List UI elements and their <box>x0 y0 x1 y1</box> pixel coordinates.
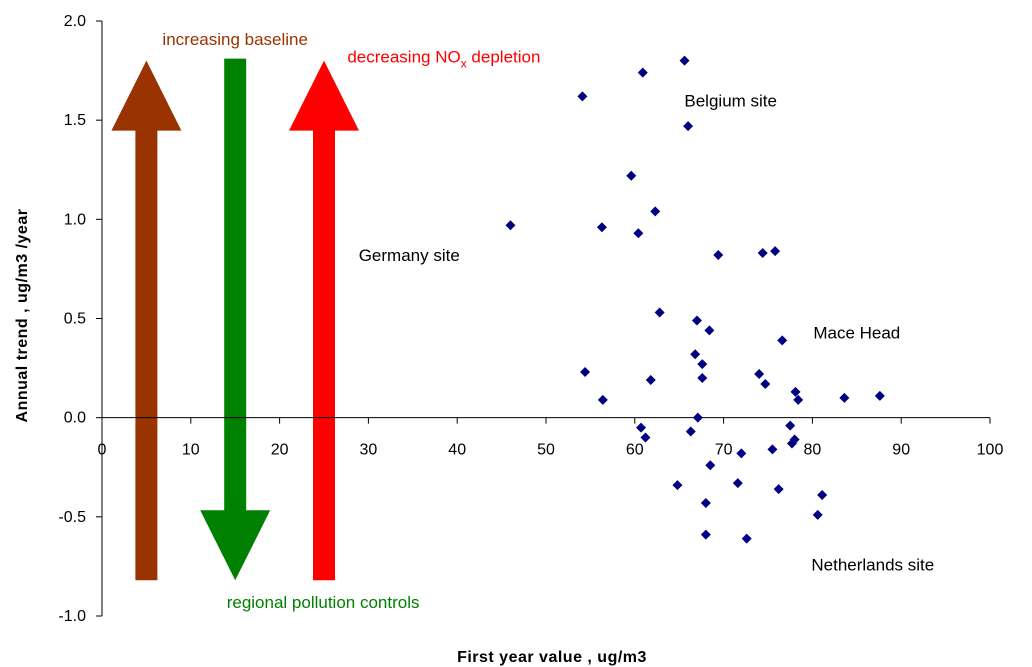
y-tick-label: -0.5 <box>58 509 86 526</box>
data-point <box>697 373 708 383</box>
y-axis-title: Annual trend , ug/m3 /year <box>14 209 31 423</box>
data-point <box>697 359 708 370</box>
site-annotation: Netherlands site <box>811 555 934 574</box>
site-annotation: Germany site <box>359 246 460 265</box>
arrow-label: regional pollution controls <box>227 593 420 612</box>
data-point <box>767 444 778 455</box>
arrow-label: increasing baseline <box>162 30 308 49</box>
data-point <box>777 335 788 346</box>
data-point <box>705 460 716 471</box>
data-point <box>636 422 647 433</box>
data-point <box>690 349 701 360</box>
y-tick-label: 2.0 <box>64 13 86 30</box>
data-point <box>683 121 694 132</box>
y-tick-label: 0.0 <box>64 410 86 427</box>
data-point <box>760 378 771 389</box>
data-point <box>790 386 801 397</box>
data-point <box>637 67 648 78</box>
data-point <box>732 478 743 489</box>
data-point <box>839 392 850 403</box>
x-tick-label: 10 <box>182 442 200 459</box>
site-annotation: Belgium site <box>684 91 777 110</box>
data-point <box>785 420 796 431</box>
data-point <box>685 426 696 437</box>
data-point <box>700 529 711 540</box>
x-tick-label: 70 <box>715 442 733 459</box>
data-point <box>650 206 661 217</box>
x-tick-label: 40 <box>448 442 466 459</box>
data-point <box>679 55 690 66</box>
x-tick-label: 0 <box>98 442 107 459</box>
x-tick-label: 80 <box>804 442 822 459</box>
trend-arrow <box>111 60 182 581</box>
data-point <box>672 480 683 491</box>
data-point <box>640 432 651 443</box>
arrows-layer: increasing baseline regional pollution co… <box>111 30 540 612</box>
data-point <box>596 222 607 233</box>
trend-arrow <box>200 58 271 581</box>
data-point <box>700 497 711 508</box>
data-point <box>874 390 885 401</box>
y-tick-label: -1.0 <box>58 608 86 625</box>
data-point <box>789 434 800 445</box>
data-point <box>505 220 516 231</box>
data-point <box>577 91 588 102</box>
arrow-label: decreasing NOx depletion <box>347 48 540 71</box>
x-tick-label: 50 <box>537 442 555 459</box>
data-point <box>736 448 747 459</box>
data-point <box>817 490 828 501</box>
data-point <box>626 170 637 181</box>
data-point <box>741 533 752 544</box>
x-tick-label: 30 <box>360 442 378 459</box>
x-tick-label: 90 <box>892 442 910 459</box>
data-point <box>691 315 702 326</box>
data-point <box>757 248 768 259</box>
data-point <box>812 509 823 520</box>
data-point <box>580 367 591 378</box>
data-point <box>793 394 804 405</box>
data-point <box>597 394 608 405</box>
x-tick-label: 100 <box>977 442 1004 459</box>
y-tick-label: 1.5 <box>64 112 86 129</box>
y-tick-label: 1.0 <box>64 211 86 228</box>
data-point <box>770 246 781 257</box>
data-point <box>713 250 724 261</box>
x-axis-title: First year value , ug/m3 <box>457 649 647 666</box>
data-point <box>692 412 703 423</box>
data-point <box>773 484 784 495</box>
data-point <box>645 374 656 385</box>
x-tick-label: 60 <box>626 442 644 459</box>
data-point <box>633 228 644 239</box>
y-tick-label: 0.5 <box>64 311 86 328</box>
data-point <box>754 369 765 380</box>
x-tick-label: 20 <box>271 442 289 459</box>
data-point <box>704 325 715 336</box>
annotations-layer: Belgium site Germany site Mace Head Netherl… <box>359 91 935 574</box>
trend-arrow <box>289 60 359 581</box>
site-annotation: Mace Head <box>813 323 900 342</box>
data-point <box>654 307 665 318</box>
ticks-layer: -1.0 -0.5 0.0 0.5 1.0 1.5 2.0 0 10 20 30 40 50 60 70 80… <box>58 13 1003 625</box>
points-layer <box>505 55 885 544</box>
